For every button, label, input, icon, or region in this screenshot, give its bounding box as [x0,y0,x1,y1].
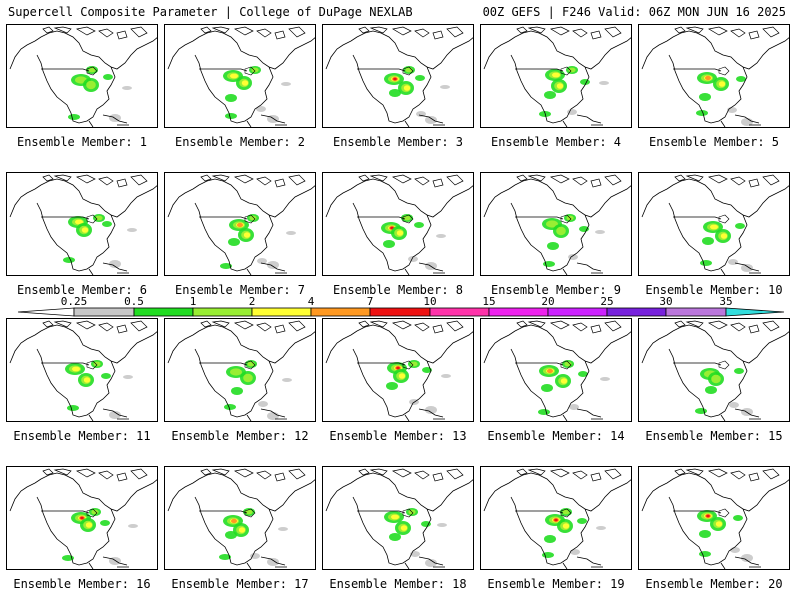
map-outline [641,468,789,569]
ensemble-member-label: Ensemble Member: 2 [174,135,306,149]
colorbar-segment [251,307,312,317]
ensemble-member-map[interactable] [6,172,158,276]
ensemble-member-label: Ensemble Member: 17 [171,577,309,591]
ensemble-member-label: Ensemble Member: 1 [16,135,148,149]
map-outline [325,174,473,275]
colorbar-segment [192,307,253,317]
ensemble-member-label: Ensemble Member: 19 [487,577,625,591]
colorbar-segment [133,307,194,317]
ensemble-member-label: Ensemble Member: 4 [490,135,622,149]
map-outline [167,26,315,127]
map-outline [483,174,631,275]
map-outline [641,174,789,275]
ensemble-member-map[interactable] [322,24,474,128]
ensemble-member-map[interactable] [638,318,790,422]
ensemble-member-label: Ensemble Member: 7 [174,283,306,297]
colorbar-segment [547,307,608,317]
ensemble-member-map[interactable] [6,24,158,128]
ensemble-member-label: Ensemble Member: 6 [16,283,148,297]
ensemble-member-map[interactable] [164,24,316,128]
chart-title: Supercell Composite Parameter | College … [8,5,413,19]
colorbar-segment [725,307,785,317]
map-outline [483,468,631,569]
ensemble-member-map[interactable] [638,24,790,128]
colorbar-segment [73,307,135,317]
map-outline [483,26,631,127]
colorbar-segment [665,307,727,317]
model-run-info: 00Z GEFS | F246 Valid: 06Z MON JUN 16 20… [482,5,786,19]
map-outline [9,26,157,127]
map-outline [167,174,315,275]
ensemble-member-map[interactable] [6,318,158,422]
ensemble-member-label: Ensemble Member: 16 [13,577,151,591]
ensemble-member-label: Ensemble Member: 9 [490,283,622,297]
ensemble-member-map[interactable] [638,172,790,276]
ensemble-member-label: Ensemble Member: 10 [645,283,783,297]
colorbar-segment [429,307,490,317]
ensemble-member-map[interactable] [480,24,632,128]
ensemble-member-label: Ensemble Member: 12 [171,429,309,443]
map-outline [167,468,315,569]
ensemble-member-label: Ensemble Member: 20 [645,577,783,591]
map-outline [325,320,473,421]
map-outline [325,468,473,569]
ensemble-member-map[interactable] [638,466,790,570]
map-outline [9,320,157,421]
map-outline [167,320,315,421]
ensemble-member-label: Ensemble Member: 3 [332,135,464,149]
map-outline [325,26,473,127]
ensemble-member-label: Ensemble Member: 14 [487,429,625,443]
ensemble-member-label: Ensemble Member: 5 [648,135,780,149]
ensemble-member-map[interactable] [322,318,474,422]
map-outline [9,174,157,275]
ensemble-member-map[interactable] [6,466,158,570]
colorbar-segment [310,307,371,317]
colorbar-segment [488,307,549,317]
colorbar-segment [606,307,667,317]
map-outline [483,320,631,421]
ensemble-member-label: Ensemble Member: 11 [13,429,151,443]
ensemble-member-map[interactable] [164,172,316,276]
ensemble-member-map[interactable] [322,466,474,570]
map-outline [641,320,789,421]
ensemble-member-label: Ensemble Member: 15 [645,429,783,443]
ensemble-member-map[interactable] [480,466,632,570]
ensemble-member-map[interactable] [322,172,474,276]
map-outline [641,26,789,127]
ensemble-member-map[interactable] [480,172,632,276]
ensemble-member-label: Ensemble Member: 13 [329,429,467,443]
ensemble-member-map[interactable] [164,318,316,422]
ensemble-member-label: Ensemble Member: 8 [332,283,464,297]
ensemble-member-map[interactable] [480,318,632,422]
map-outline [9,468,157,569]
ensemble-member-map[interactable] [164,466,316,570]
colorbar-segment [369,307,431,317]
ensemble-member-label: Ensemble Member: 18 [329,577,467,591]
